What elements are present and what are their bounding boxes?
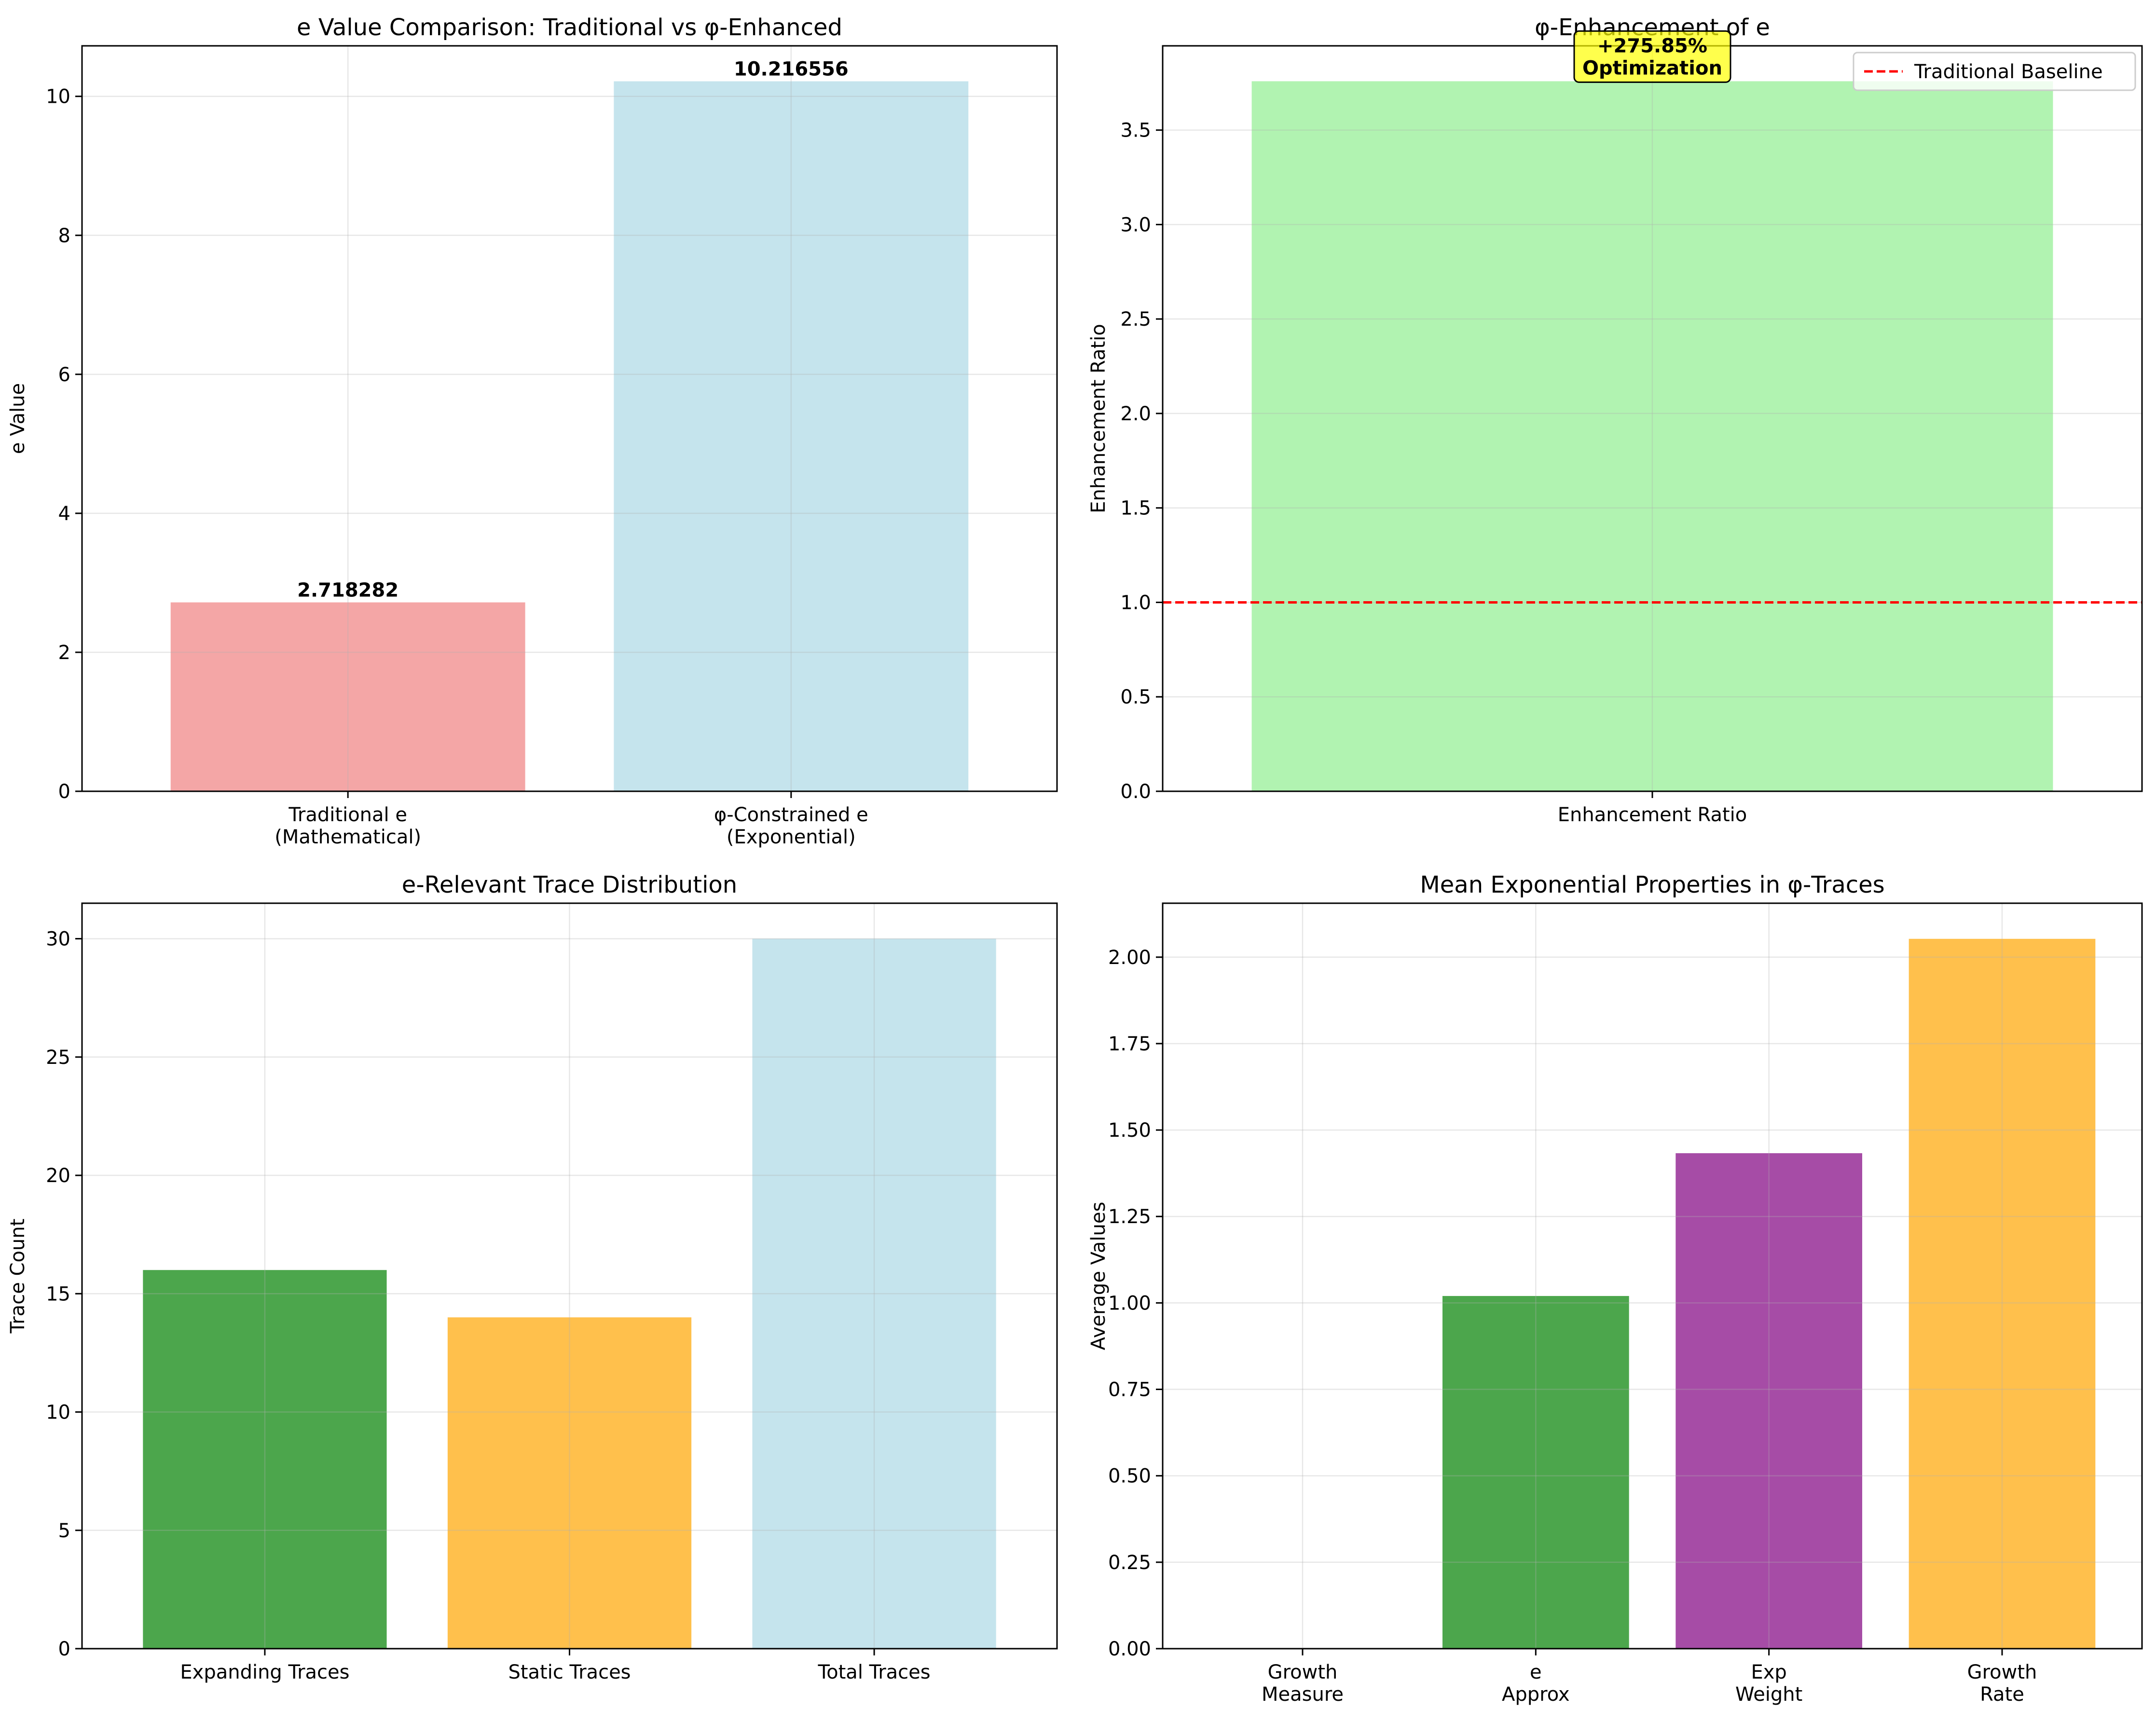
chart-title: e Value Comparison: Traditional vs φ-Enh… [297, 14, 842, 41]
x-tick-label: Enhancement Ratio [1558, 804, 1747, 826]
y-tick-label: 1.50 [1108, 1119, 1151, 1142]
x-tick-label: Total Traces [818, 1661, 931, 1683]
x-tick-label: Expanding Traces [180, 1661, 349, 1683]
axes-frame [1162, 902, 2143, 1650]
legend-box [1853, 52, 2136, 91]
bar [1909, 938, 2096, 1649]
annotation-text: +275.85% [1597, 35, 1707, 57]
x-tick-label: Rate [1980, 1683, 2024, 1706]
y-tick-label: 0.00 [1108, 1638, 1151, 1660]
x-tick-label: Static Traces [508, 1661, 631, 1683]
y-tick-label: 0 [58, 781, 70, 803]
y-axis-label: Trace Count [7, 1219, 29, 1334]
bar [1675, 1153, 1862, 1649]
x-tick-label: Traditional e [288, 804, 407, 826]
panel-e-value-comparison: 0 2 4 6 8 10 Traditional e(Mathematical) φ-Cons… [7, 14, 1058, 848]
y-tick-label: 3.0 [1120, 214, 1151, 236]
chart-title: Mean Exponential Properties in φ-Traces [1420, 871, 1884, 898]
annotation-box [1573, 30, 1731, 83]
y-tick-label: 6 [58, 364, 70, 386]
y-tick-label: 1.00 [1108, 1292, 1151, 1314]
y-tick-label: 1.0 [1120, 592, 1151, 614]
y-tick-label: 2.0 [1120, 403, 1151, 425]
y-tick-label: 0.50 [1108, 1465, 1151, 1488]
x-tick-label: (Exponential) [727, 826, 856, 848]
y-tick-label: 2.5 [1120, 308, 1151, 331]
data-label: 10.216556 [734, 58, 849, 81]
annotation-text: Optimization [1582, 57, 1722, 79]
y-axis-label: Enhancement Ratio [1087, 324, 1110, 513]
panel-trace-distribution: 0 5 10 15 20 25 30 Expanding Traces Static Trace… [7, 871, 1058, 1683]
y-tick-label: 1.25 [1108, 1206, 1151, 1228]
x-tick-label: e [1530, 1661, 1542, 1683]
y-axis-label: Average Values [1087, 1202, 1110, 1350]
y-tick-label: 5 [58, 1520, 70, 1542]
y-tick-label: 4 [58, 503, 70, 525]
panel-exponential-properties: 0.00 0.25 0.50 0.75 1.00 1.25 1.50 1.75 2.00 Grow… [1087, 871, 2143, 1706]
axes-frame [81, 45, 1058, 792]
bar [143, 1270, 387, 1649]
y-tick-label: 25 [46, 1047, 70, 1069]
legend-label: Traditional Baseline [1914, 61, 2103, 83]
y-tick-label: 8 [58, 225, 70, 247]
y-tick-label: 30 [46, 928, 70, 951]
x-tick-label: Growth [1967, 1661, 2037, 1683]
y-tick-label: 10 [46, 1402, 70, 1424]
y-tick-label: 3.5 [1120, 120, 1151, 142]
x-tick-label: Approx [1502, 1683, 1570, 1706]
data-label: 2.718282 [297, 579, 398, 601]
x-tick-label: (Mathematical) [275, 826, 421, 848]
y-tick-label: 0.5 [1120, 686, 1151, 708]
y-tick-label: 15 [46, 1283, 70, 1305]
y-tick-label: 0 [58, 1638, 70, 1660]
y-tick-label: 0.25 [1108, 1552, 1151, 1574]
bar [170, 602, 525, 791]
y-tick-label: 20 [46, 1165, 70, 1187]
bar [1442, 1296, 1629, 1649]
y-tick-label: 1.75 [1108, 1033, 1151, 1055]
bar [1251, 81, 2053, 791]
x-tick-label: φ-Constrained e [714, 804, 868, 826]
bar [447, 1317, 692, 1649]
x-tick-label: Growth [1268, 1661, 1338, 1683]
chart-title: e-Relevant Trace Distribution [402, 871, 737, 898]
x-tick-label: Weight [1735, 1683, 1802, 1706]
y-tick-label: 1.5 [1120, 497, 1151, 520]
x-tick-label: Exp [1751, 1661, 1786, 1683]
y-tick-label: 2 [58, 642, 70, 664]
bar [614, 81, 969, 791]
y-axis-label: e Value [7, 383, 29, 454]
x-tick-label: Measure [1262, 1683, 1344, 1706]
y-tick-label: 2.00 [1108, 947, 1151, 969]
y-tick-label: 0.0 [1120, 781, 1151, 803]
panel-phi-enhancement: 0.0 0.5 1.0 1.5 2.0 2.5 3.0 3.5 Enhancement Rati… [1087, 14, 2143, 826]
y-tick-label: 0.75 [1108, 1379, 1151, 1401]
bar [752, 938, 996, 1649]
y-tick-label: 10 [46, 86, 70, 108]
